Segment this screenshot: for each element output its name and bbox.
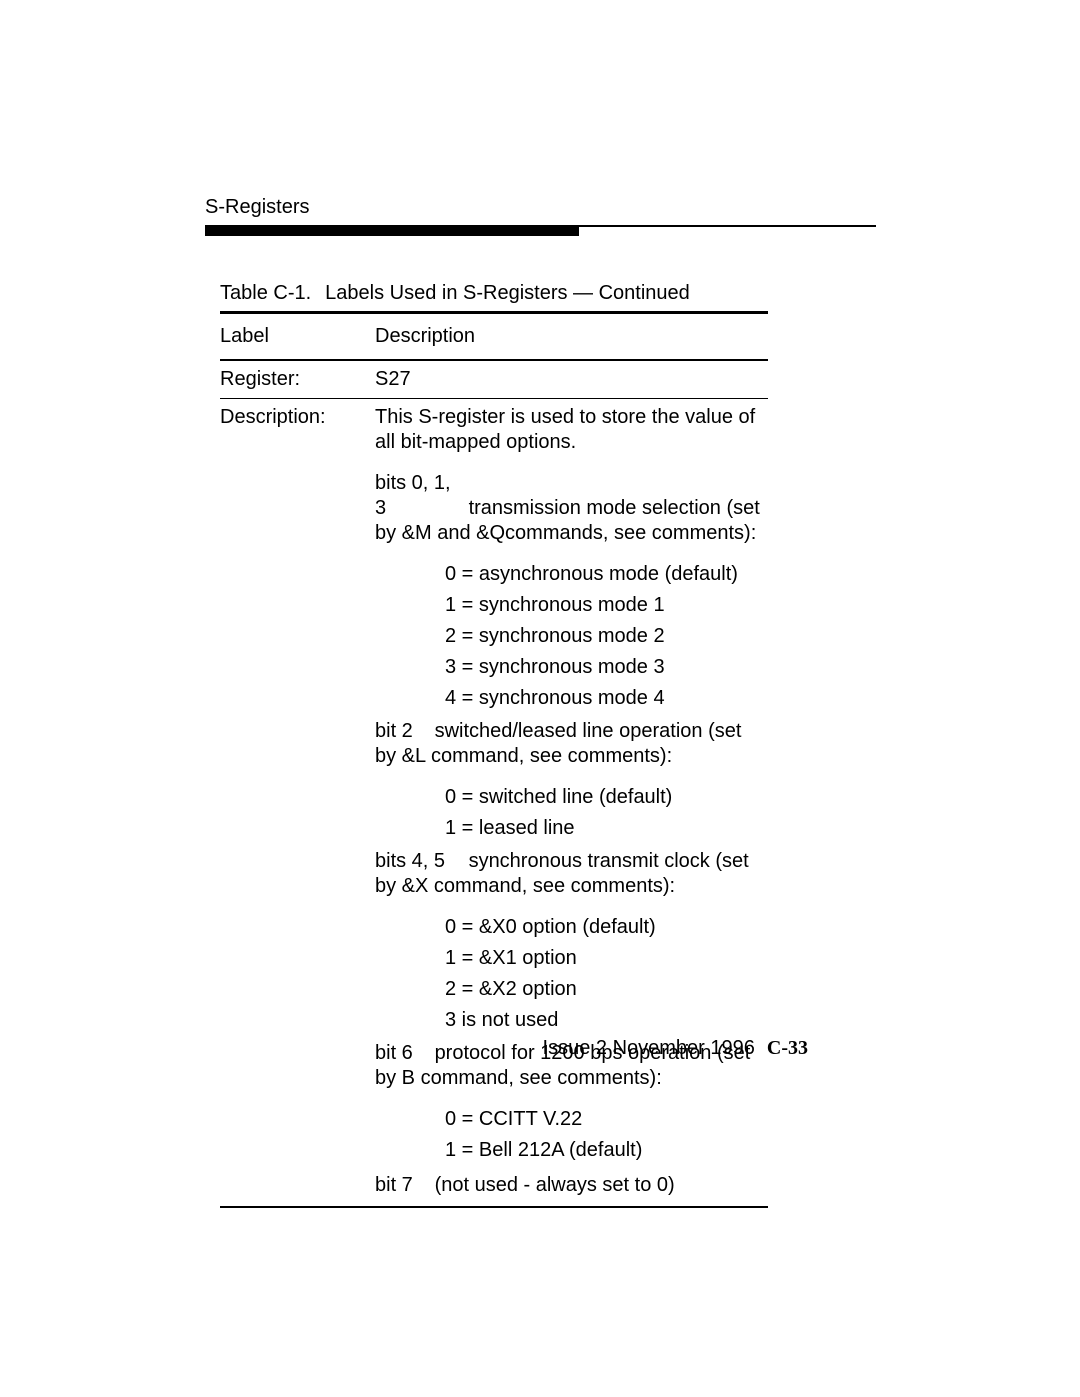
- opt: 1 = Bell 212A (default): [445, 1138, 768, 1163]
- row-description-intro: Description: This S-register is used to …: [220, 399, 768, 464]
- cell-description-label: Description:: [220, 399, 375, 464]
- caption-number: Table C-1.: [220, 282, 311, 305]
- cell-register-label: Register:: [220, 360, 375, 399]
- caption-text: Labels Used in S-Registers — Continued: [325, 282, 690, 304]
- bit7-prefix: bit 7: [375, 1173, 429, 1198]
- cell-bit2: bit 2 switched/leased line operation (se…: [375, 711, 768, 777]
- opt: 0 = switched line (default): [445, 785, 768, 810]
- opt: 0 = asynchronous mode (default): [445, 562, 768, 587]
- cell-description-intro: This S-register is used to store the val…: [375, 399, 768, 464]
- bit7-text: (not used - always set to 0): [435, 1174, 675, 1196]
- row-bit2: bit 2 switched/leased line operation (se…: [220, 711, 768, 777]
- bit6-opts: 0 = CCITT V.22 1 = Bell 212A (default): [375, 1107, 768, 1163]
- bits45-prefix: bits 4, 5: [375, 849, 463, 874]
- footer-page-number: C-33: [767, 1037, 808, 1059]
- row-bits45-opts: 0 = &X0 option (default) 1 = &X1 option …: [220, 907, 768, 1033]
- header-thick-bar: [205, 227, 579, 236]
- opt: 2 = synchronous mode 2: [445, 624, 768, 649]
- row-bit6-opts: 0 = CCITT V.22 1 = Bell 212A (default): [220, 1099, 768, 1163]
- cell-register-value: S27: [375, 360, 768, 399]
- opt: 2 = &X2 option: [445, 977, 768, 1002]
- cell-bits45: bits 4, 5 synchronous transmit clock (se…: [375, 841, 768, 907]
- col-header-label: Label: [220, 313, 375, 361]
- opt: 4 = synchronous mode 4: [445, 686, 768, 711]
- opt: 1 = &X1 option: [445, 946, 768, 971]
- opt: 0 = &X0 option (default): [445, 915, 768, 940]
- bit2-prefix: bit 2: [375, 719, 429, 744]
- table-bottom-rule: [220, 1207, 768, 1208]
- row-bit2-opts: 0 = switched line (default) 1 = leased l…: [220, 777, 768, 841]
- bit2-text: switched/leased line operation (set by &…: [375, 720, 741, 767]
- page-footer: Issue 2 November 1996 C-33: [543, 1037, 808, 1060]
- page: S-Registers Table C-1. Labels Used in S-R…: [0, 0, 1080, 1397]
- cell-bit7: bit 7 (not used - always set to 0): [375, 1163, 768, 1207]
- opt: 3 = synchronous mode 3: [445, 655, 768, 680]
- row-bit7: bit 7 (not used - always set to 0): [220, 1163, 768, 1207]
- bits013-prefix: bits 0, 1, 3: [375, 471, 463, 521]
- row-bits45: bits 4, 5 synchronous transmit clock (se…: [220, 841, 768, 907]
- opt: 1 = synchronous mode 1: [445, 593, 768, 618]
- row-bits013-opts: 0 = asynchronous mode (default) 1 = sync…: [220, 554, 768, 711]
- sregister-table: Label Description Register: S27 Descript…: [220, 311, 768, 1208]
- cell-bits013: bits 0, 1, 3 transmission mode selection…: [375, 463, 768, 554]
- section-title: S-Registers: [205, 196, 810, 219]
- bit2-opts: 0 = switched line (default) 1 = leased l…: [375, 785, 768, 841]
- table-header-row: Label Description: [220, 313, 768, 361]
- bits45-opts: 0 = &X0 option (default) 1 = &X1 option …: [375, 915, 768, 1033]
- opt: 1 = leased line: [445, 816, 768, 841]
- opt: 3 is not used: [445, 1008, 768, 1033]
- bit6-prefix: bit 6: [375, 1041, 429, 1066]
- row-register: Register: S27: [220, 360, 768, 399]
- table-caption: Table C-1. Labels Used in S-Registers — C…: [220, 282, 1080, 305]
- row-bits013: bits 0, 1, 3 transmission mode selection…: [220, 463, 768, 554]
- footer-issue: Issue 2 November 1996: [543, 1037, 755, 1059]
- col-header-description: Description: [375, 313, 768, 361]
- section-header: S-Registers: [205, 196, 810, 236]
- opt: 0 = CCITT V.22: [445, 1107, 768, 1132]
- bits013-opts: 0 = asynchronous mode (default) 1 = sync…: [375, 562, 768, 711]
